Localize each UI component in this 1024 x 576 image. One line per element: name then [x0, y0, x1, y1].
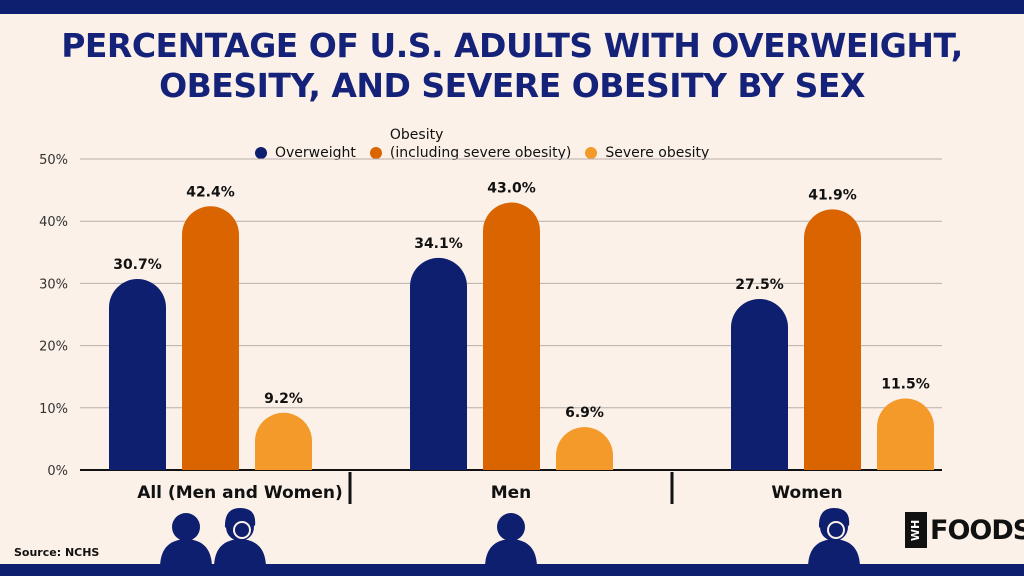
bar	[410, 257, 467, 470]
bar	[483, 202, 540, 471]
y-tick-label: 10%	[39, 402, 68, 417]
bar-value-label: 41.9%	[808, 187, 857, 203]
bar-value-label: 34.1%	[414, 236, 463, 252]
legend-label-obesity: Obesity (including severe obesity)	[389, 127, 572, 161]
x-category-label: All (Men and Women)	[137, 483, 343, 503]
bar	[109, 279, 166, 470]
woman-icon	[808, 508, 860, 568]
bottom-band	[0, 564, 1024, 576]
person-icon	[485, 513, 537, 568]
y-tick-label: 40%	[39, 215, 68, 230]
bar	[804, 209, 862, 470]
logo-badge-text: WH	[909, 519, 923, 541]
bar	[731, 298, 788, 470]
legend-swatch-severe-obesity	[585, 147, 598, 159]
legend-swatch-overweight	[255, 147, 267, 159]
bar-value-label: 6.9%	[565, 405, 604, 421]
y-tick-label: 30%	[39, 277, 68, 292]
legend-item-severe-obesity: Severe obesity	[585, 144, 709, 162]
logo-badge: WH	[905, 512, 927, 548]
person-icon	[160, 513, 212, 568]
bar-value-label: 43.0%	[487, 181, 536, 197]
bar	[556, 427, 613, 470]
x-category-label: Women	[771, 483, 842, 503]
bar-value-label: 9.2%	[264, 391, 303, 407]
bar	[255, 412, 312, 470]
source-note: Source: NCHS	[14, 546, 100, 559]
legend-item-overweight: Overweight	[255, 144, 356, 162]
y-tick-label: 50%	[39, 153, 68, 168]
legend-label-severe-obesity: Severe obesity	[605, 145, 710, 161]
bar	[182, 206, 240, 470]
woman-icon	[214, 508, 266, 568]
legend-swatch-obesity	[369, 147, 382, 159]
top-band	[0, 0, 1024, 14]
y-tick-label: 20%	[39, 340, 68, 355]
legend: Overweight Obesity (including severe obe…	[255, 126, 709, 162]
y-tick-label: 0%	[47, 464, 68, 479]
bar-value-label: 11.5%	[881, 376, 930, 392]
chart-title: PERCENTAGE OF U.S. ADULTS WITH OVERWEIGH…	[61, 26, 963, 105]
bar-value-label: 42.4%	[186, 184, 235, 200]
bar	[877, 398, 934, 470]
legend-item-obesity: Obesity (including severe obesity)	[369, 126, 572, 162]
bar-value-label: 27.5%	[735, 277, 784, 293]
bar-value-label: 30.7%	[113, 257, 162, 273]
logo-text: FOODS	[930, 514, 1024, 546]
whfoods-logo: WH FOODS	[905, 512, 1024, 548]
x-category-label: Men	[491, 483, 532, 503]
legend-label-overweight: Overweight	[275, 145, 356, 161]
